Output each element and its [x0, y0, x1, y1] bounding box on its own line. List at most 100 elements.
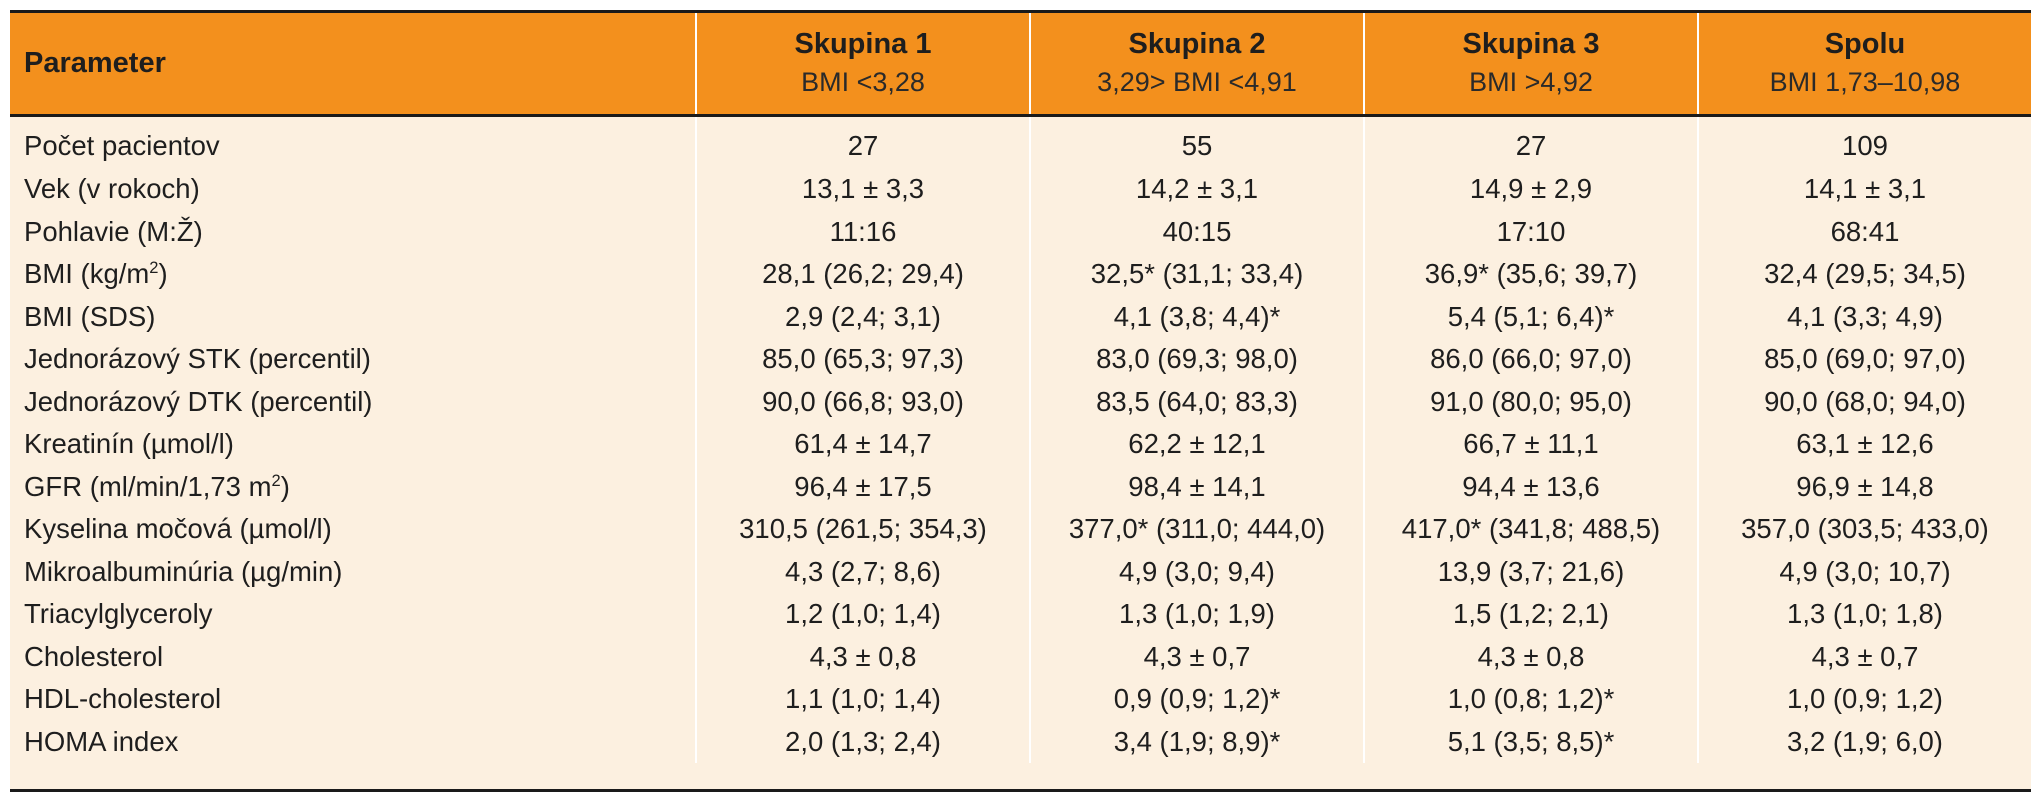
data-table-panel: Parameter Skupina 1 BMI <3,28 Skupina 2 … — [10, 10, 2031, 792]
group-2-cell: 3,4 (1,9; 8,9)* — [1029, 720, 1364, 763]
table-row: Kreatinín (µmol/l) 61,4 ± 14,7 62,2 ± 12… — [10, 423, 2031, 466]
total-cell: 32,4 (29,5; 34,5) — [1697, 253, 2031, 296]
group-3-cell: 27 — [1363, 115, 1698, 168]
group-3-cell: 5,4 (5,1; 6,4)* — [1363, 295, 1698, 338]
table-row: HOMA index 2,0 (1,3; 2,4) 3,4 (1,9; 8,9)… — [10, 720, 2031, 763]
group-3-cell: 4,3 ± 0,8 — [1363, 635, 1698, 678]
row-label-suffix: ) — [158, 258, 168, 290]
group-2-cell: 4,9 (3,0; 9,4) — [1029, 550, 1364, 593]
group-2-cell: 32,5* (31,1; 33,4) — [1029, 253, 1364, 296]
group-2-cell: 377,0* (311,0; 444,0) — [1029, 508, 1364, 551]
group-3-cell: 1,5 (1,2; 2,1) — [1363, 593, 1698, 636]
group-2-cell: 1,3 (1,0; 1,9) — [1029, 593, 1364, 636]
group-1-cell: 27 — [695, 115, 1030, 168]
table-row: Triacylglyceroly 1,2 (1,0; 1,4) 1,3 (1,0… — [10, 593, 2031, 636]
row-label: Cholesterol — [24, 640, 164, 672]
row-label-text: BMI (kg/m — [24, 258, 150, 290]
row-label: Mikroalbuminúria (µg/min) — [24, 555, 343, 587]
total-cell: 68:41 — [1697, 210, 2031, 253]
row-label: Kyselina močová (µmol/l) — [24, 513, 332, 545]
group-3-cell: 417,0* (341,8; 488,5) — [1363, 508, 1698, 551]
total-bmi-range: BMI 1,73–10,98 — [1769, 66, 1961, 97]
group-3-cell: 94,4 ± 13,6 — [1363, 465, 1698, 508]
total-cell: 357,0 (303,5; 433,0) — [1697, 508, 2031, 551]
total-cell: 1,0 (0,9; 1,2) — [1697, 678, 2031, 721]
total-cell: 1,3 (1,0; 1,8) — [1697, 593, 2031, 636]
table-row: BMI (kg/m2) 28,1 (26,2; 29,4) 32,5* (31,… — [10, 253, 2031, 296]
table-row: GFR (ml/min/1,73 m2) 96,4 ± 17,5 98,4 ± … — [10, 465, 2031, 509]
group-1-column-header: Skupina 1 BMI <3,28 — [695, 10, 1030, 117]
table-row: Pohlavie (M:Ž) 11:16 40:15 17:10 68:41 — [10, 210, 2031, 253]
row-label: Kreatinín (µmol/l) — [24, 428, 234, 460]
table-row: BMI (SDS) 2,9 (2,4; 3,1) 4,1 (3,8; 4,4)*… — [10, 295, 2031, 338]
superscript: 2 — [271, 471, 281, 490]
table-row: Počet pacientov 27 55 27 109 — [10, 115, 2031, 168]
group-1-cell: 85,0 (65,3; 97,3) — [695, 338, 1030, 381]
total-cell: 4,1 (3,3; 4,9) — [1697, 295, 2031, 338]
group-2-cell: 55 — [1029, 115, 1364, 168]
group-3-cell: 17:10 — [1363, 210, 1698, 253]
group-2-cell: 4,1 (3,8; 4,4)* — [1029, 295, 1364, 338]
group-3-cell: 86,0 (66,0; 97,0) — [1363, 338, 1698, 381]
group-3-bmi-range: BMI >4,92 — [1469, 66, 1593, 97]
group-1-cell: 13,1 ± 3,3 — [695, 168, 1030, 211]
group-3-cell: 1,0 (0,8; 1,2)* — [1363, 678, 1698, 721]
row-label: GFR (ml/min/1,73 m2) — [10, 466, 696, 509]
group-1-cell: 90,0 (66,8; 93,0) — [695, 380, 1030, 423]
group-1-cell: 310,5 (261,5; 354,3) — [695, 508, 1030, 551]
total-cell: 96,9 ± 14,8 — [1697, 465, 2031, 508]
table-row: Jednorázový DTK (percentil) 90,0 (66,8; … — [10, 380, 2031, 423]
table-row: Jednorázový STK (percentil) 85,0 (65,3; … — [10, 338, 2031, 381]
total-cell: 14,1 ± 3,1 — [1697, 168, 2031, 211]
group-1-cell: 4,3 (2,7; 8,6) — [695, 550, 1030, 593]
row-label-suffix: ) — [280, 470, 290, 502]
group-1-cell: 2,0 (1,3; 2,4) — [695, 720, 1030, 763]
group-1-cell: 2,9 (2,4; 3,1) — [695, 295, 1030, 338]
group-1-title: Skupina 1 — [794, 27, 932, 60]
row-label: HDL-cholesterol — [24, 683, 222, 715]
total-cell: 85,0 (69,0; 97,0) — [1697, 338, 2031, 381]
table-row: Cholesterol 4,3 ± 0,8 4,3 ± 0,7 4,3 ± 0,… — [10, 635, 2031, 678]
row-label: Jednorázový DTK (percentil) — [24, 385, 373, 417]
group-1-cell: 28,1 (26,2; 29,4) — [695, 253, 1030, 296]
table-row: Mikroalbuminúria (µg/min) 4,3 (2,7; 8,6)… — [10, 550, 2031, 593]
row-label: Vek (v rokoch) — [24, 173, 200, 205]
group-3-cell: 5,1 (3,5; 8,5)* — [1363, 720, 1698, 763]
group-2-cell: 83,5 (64,0; 83,3) — [1029, 380, 1364, 423]
group-1-cell: 4,3 ± 0,8 — [695, 635, 1030, 678]
group-3-cell: 66,7 ± 11,1 — [1363, 423, 1698, 466]
superscript: 2 — [149, 259, 159, 278]
group-3-cell: 14,9 ± 2,9 — [1363, 168, 1698, 211]
group-1-cell: 1,2 (1,0; 1,4) — [695, 593, 1030, 636]
total-cell: 4,3 ± 0,7 — [1697, 635, 2031, 678]
row-label: Jednorázový STK (percentil) — [24, 343, 371, 375]
group-3-title: Skupina 3 — [1462, 27, 1600, 60]
table-row: HDL-cholesterol 1,1 (1,0; 1,4) 0,9 (0,9;… — [10, 678, 2031, 721]
group-2-cell: 83,0 (69,3; 98,0) — [1029, 338, 1364, 381]
group-2-cell: 98,4 ± 14,1 — [1029, 465, 1364, 508]
row-label: HOMA index — [24, 725, 179, 757]
table-body: Počet pacientov 27 55 27 109 Vek (v roko… — [10, 115, 2031, 763]
group-1-cell: 61,4 ± 14,7 — [695, 423, 1030, 466]
table-row: Kyselina močová (µmol/l) 310,5 (261,5; 3… — [10, 508, 2031, 551]
total-cell: 109 — [1697, 115, 2031, 168]
group-3-cell: 91,0 (80,0; 95,0) — [1363, 380, 1698, 423]
row-label: BMI (SDS) — [24, 300, 156, 332]
table-header: Parameter Skupina 1 BMI <3,28 Skupina 2 … — [10, 10, 2031, 117]
table-bottom-rule — [10, 789, 2031, 792]
total-title: Spolu — [1824, 27, 1906, 60]
group-2-cell: 40:15 — [1029, 210, 1364, 253]
group-1-bmi-range: BMI <3,28 — [801, 66, 925, 97]
row-label: Počet pacientov — [24, 129, 220, 161]
group-3-cell: 36,9* (35,6; 39,7) — [1363, 253, 1698, 296]
header-row: Parameter Skupina 1 BMI <3,28 Skupina 2 … — [10, 10, 2031, 117]
row-label: Pohlavie (M:Ž) — [24, 215, 203, 247]
group-2-cell: 0,9 (0,9; 1,2)* — [1029, 678, 1364, 721]
group-1-cell: 96,4 ± 17,5 — [695, 465, 1030, 508]
total-cell: 4,9 (3,0; 10,7) — [1697, 550, 2031, 593]
row-label-text: GFR (ml/min/1,73 m — [24, 470, 272, 502]
total-cell: 90,0 (68,0; 94,0) — [1697, 380, 2031, 423]
group-2-cell: 4,3 ± 0,7 — [1029, 635, 1364, 678]
group-2-bmi-range: 3,29> BMI <4,91 — [1097, 66, 1297, 97]
total-column-header: Spolu BMI 1,73–10,98 — [1697, 10, 2031, 117]
